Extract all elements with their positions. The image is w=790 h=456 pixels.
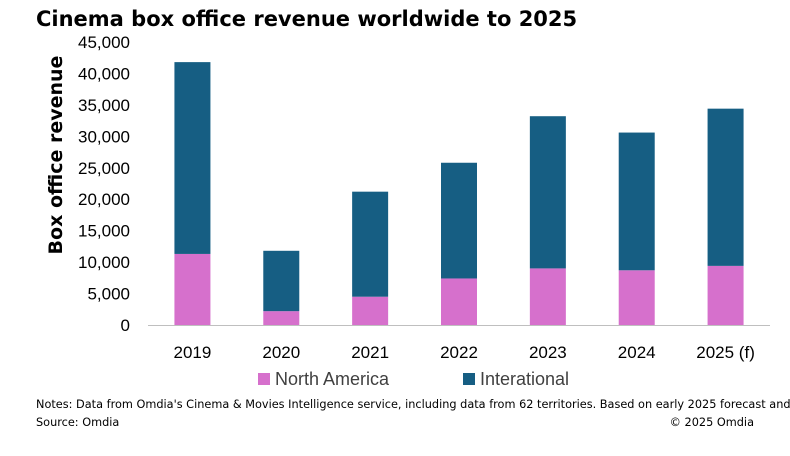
y-tick-label: 30,000 [78, 127, 130, 146]
y-tick-label: 10,000 [78, 253, 130, 272]
bar-north-america-2025f [707, 265, 744, 325]
x-tick-label: 2020 [262, 343, 300, 362]
bar-north-america-2024 [618, 270, 655, 325]
source-text: Source: Omdia [36, 416, 120, 429]
x-axis-ticks: 2019 2020 2021 2022 2023 2024 2025 (f) [174, 343, 755, 362]
y-axis-label: Box office revenue [45, 56, 67, 255]
legend: North America Interational [258, 369, 569, 389]
bar-international-2024 [618, 132, 655, 271]
bar-north-america-2020 [263, 311, 300, 325]
y-tick-label: 35,000 [78, 96, 130, 115]
y-tick-label: 0 [121, 316, 130, 335]
bar-international-2021 [352, 191, 389, 297]
legend-label-north-america: North America [275, 369, 390, 389]
legend-label-international: Interational [480, 369, 569, 389]
legend-swatch-north-america [258, 373, 270, 385]
y-axis-ticks: 0 5,000 10,000 15,000 20,000 25,000 30,000 35,0… [78, 33, 130, 335]
y-tick-label: 20,000 [78, 190, 130, 209]
chart-title: Cinema box office revenue worldwide to 2… [36, 7, 578, 31]
bar-international-2022 [441, 162, 477, 279]
x-tick-label: 2021 [351, 343, 389, 362]
legend-swatch-international [463, 373, 475, 385]
y-tick-label: 25,000 [78, 159, 130, 178]
bar-international-2020 [263, 250, 300, 312]
chart-area: Box office revenue 0 5,000 10,000 15,000 20,… [45, 33, 770, 389]
y-tick-label: 15,000 [78, 222, 130, 241]
x-tick-label: 2019 [174, 343, 212, 362]
y-axis-label-group: Box office revenue [45, 56, 67, 255]
bar-international-2019 [174, 62, 211, 254]
x-tick-label: 2023 [529, 343, 567, 362]
y-tick-label: 40,000 [78, 64, 130, 83]
bar-north-america-2021 [352, 296, 389, 325]
x-tick-label: 2024 [618, 343, 656, 362]
bar-north-america-2023 [529, 268, 566, 325]
bar-north-america-2019 [174, 253, 211, 325]
y-tick-label: 45,000 [78, 33, 130, 52]
copyright-text: © 2025 Omdia [669, 416, 754, 429]
bar-international-2025f [707, 108, 744, 266]
bar-international-2023 [529, 116, 566, 269]
x-tick-label: 2022 [440, 343, 478, 362]
x-tick-label: 2025 (f) [696, 343, 755, 362]
bars [174, 62, 744, 325]
bar-north-america-2022 [441, 278, 477, 325]
notes-text: Notes: Data from Omdia's Cinema & Movies… [36, 398, 790, 411]
y-tick-label: 5,000 [87, 285, 130, 304]
